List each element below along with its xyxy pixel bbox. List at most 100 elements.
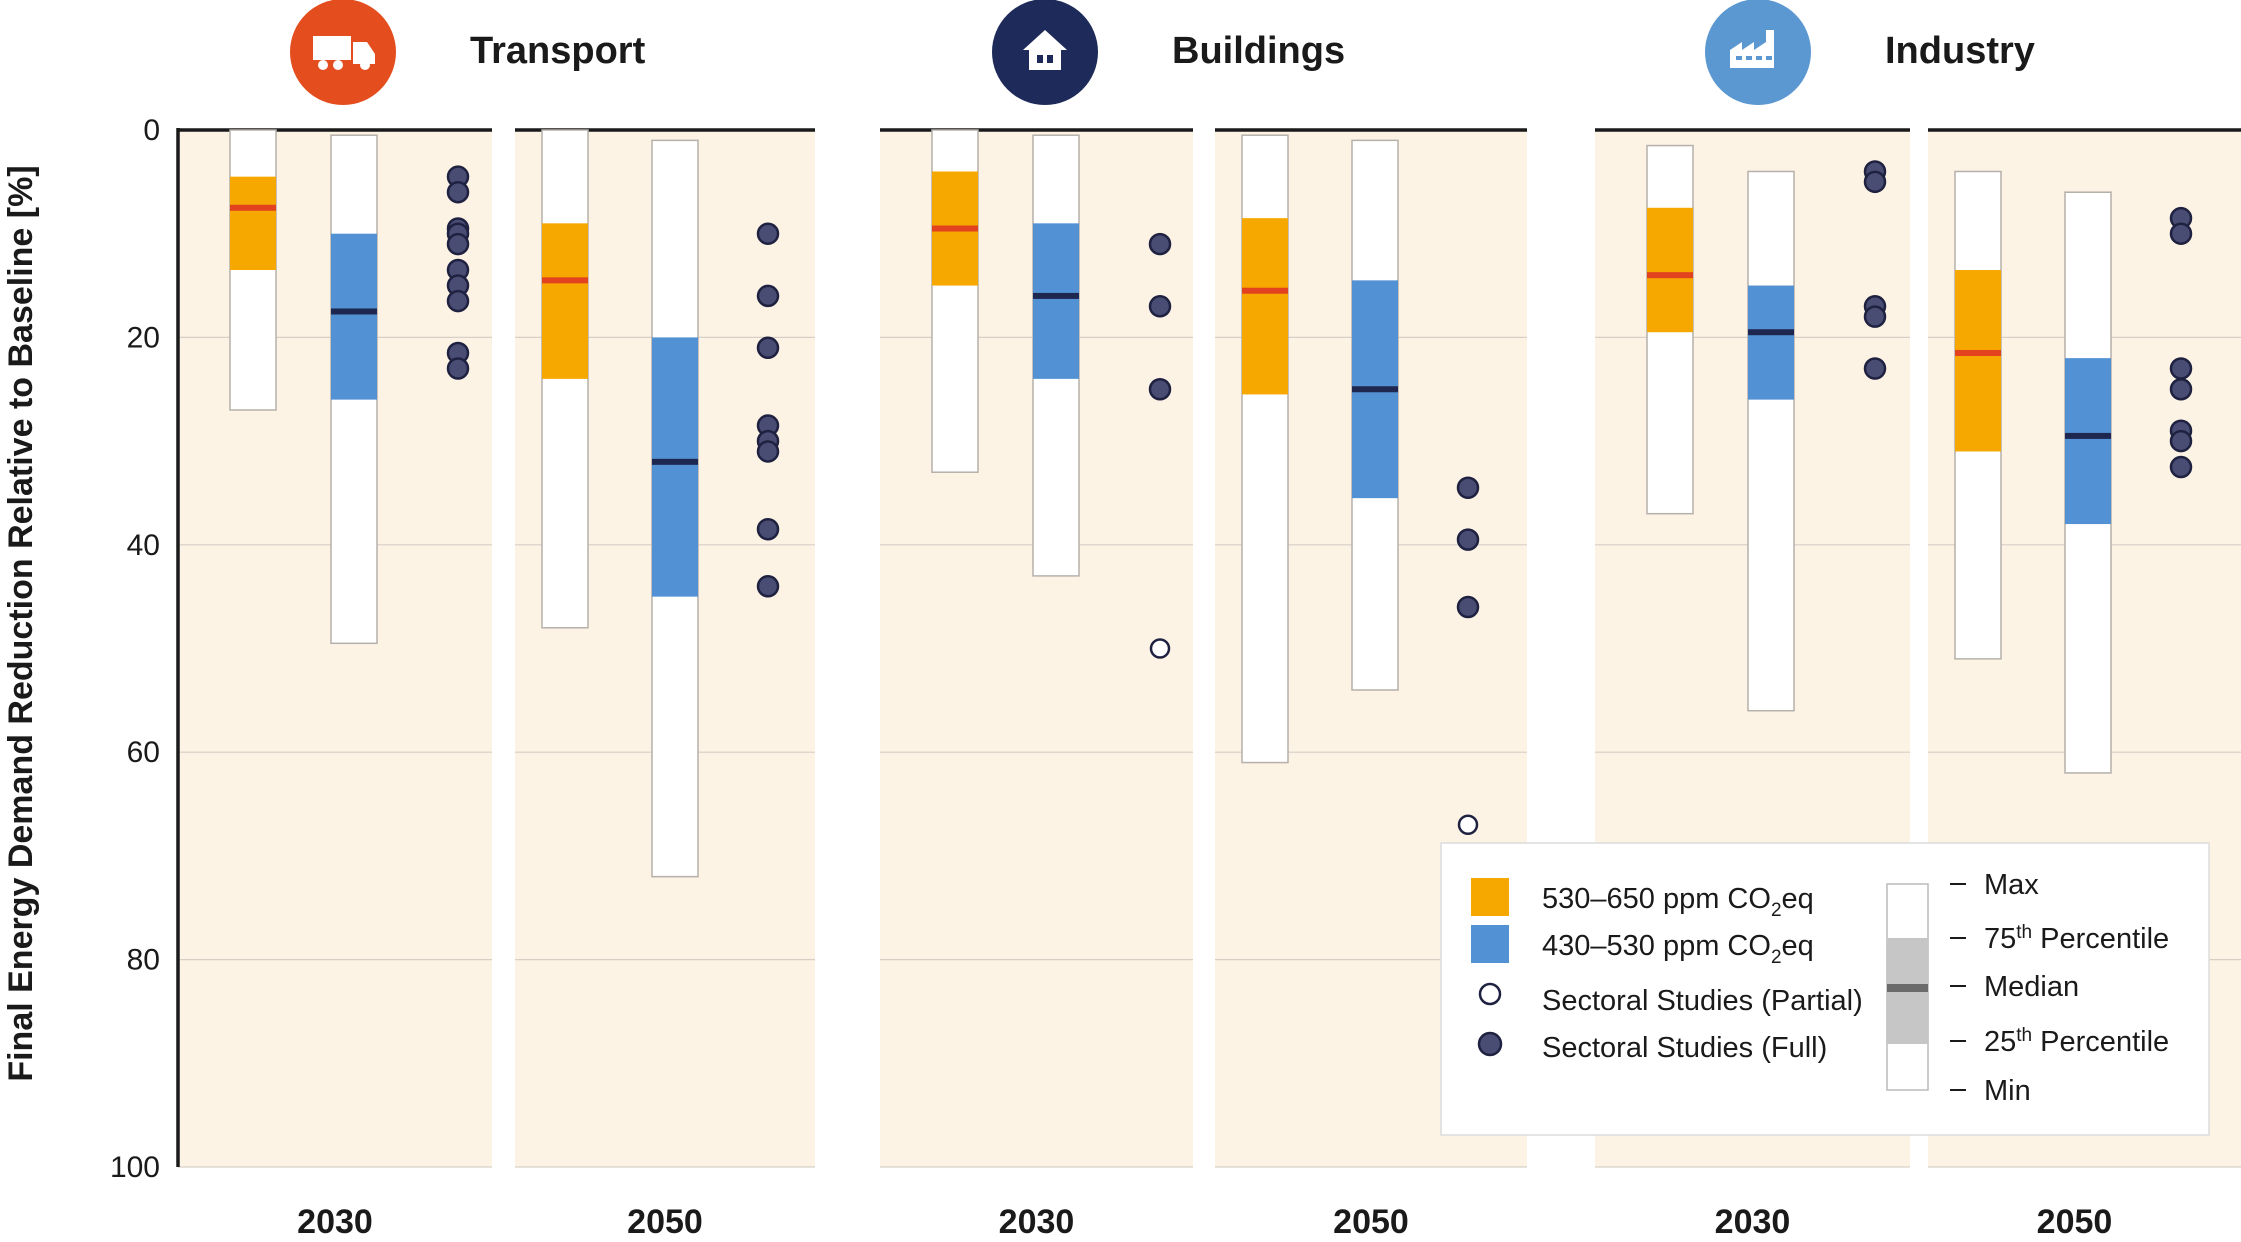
sectoral-full-dot xyxy=(2169,222,2193,245)
transport-header: Transport xyxy=(290,0,646,105)
y-tick-label: 40 xyxy=(127,529,160,562)
sectoral-full-dot xyxy=(1148,378,1172,401)
iqr-box-orange xyxy=(1242,218,1288,395)
sectoral-full-dot xyxy=(1148,295,1172,318)
sectoral-full-dot xyxy=(1456,595,1480,619)
transport-2050-panel: 2050 xyxy=(541,129,780,1241)
sectoral-full-dot xyxy=(756,336,780,360)
legend: 530–650 ppm CO2eq 430–530 ppm CO2eq Sector… xyxy=(1440,842,2210,1136)
house-body xyxy=(1029,48,1061,70)
key-label: Min xyxy=(1984,1075,2031,1107)
factory-window xyxy=(1746,56,1752,60)
key-median-line xyxy=(1887,984,1928,992)
iqr-box-orange xyxy=(230,176,276,270)
y-tick-label: 20 xyxy=(127,321,160,354)
median-line-blue xyxy=(2065,432,2111,439)
key-label: 25th Percentile xyxy=(1984,1025,2169,1058)
industry-2030-panel: 2030 xyxy=(1646,144,1887,1241)
key-label: 75th Percentile xyxy=(1984,922,2169,955)
industry-2050-panel: 2050 xyxy=(1954,170,2193,1241)
sectoral-full-dot xyxy=(446,357,470,380)
sectoral-full-dot xyxy=(2169,378,2193,401)
legend-label: 430–530 ppm CO2eq xyxy=(1542,930,1814,968)
legend-label: 530–650 ppm CO2eq xyxy=(1542,883,1814,921)
median-line-blue xyxy=(1352,386,1398,393)
iqr-box-blue xyxy=(1033,223,1079,379)
house-roof xyxy=(1023,30,1067,50)
iqr-box-orange xyxy=(542,223,588,379)
y-axis-title: Final Energy Demand Reduction Relative t… xyxy=(2,165,40,1081)
sectoral-full-dot xyxy=(756,575,780,598)
house-window xyxy=(1037,55,1043,63)
factory-window xyxy=(1736,56,1742,60)
sectoral-full-dot xyxy=(756,517,780,541)
sector-title: Buildings xyxy=(1172,30,1345,72)
median-line-orange xyxy=(230,204,276,211)
buildings-2030-panel: 2030 xyxy=(931,129,1172,1241)
iqr-box-orange xyxy=(1647,207,1693,333)
y-tick-label: 0 xyxy=(143,114,160,147)
truck-wheel xyxy=(318,60,328,70)
median-line-orange xyxy=(1647,272,1693,279)
sectoral-full-dot xyxy=(2169,429,2193,453)
x-category-label: 2030 xyxy=(1715,1203,1791,1241)
truck-wheel xyxy=(360,60,370,70)
y-tick-label: 60 xyxy=(127,736,160,769)
key-label: Median xyxy=(1984,971,2079,1003)
transport-2030-panel: 2030 xyxy=(229,129,470,1241)
legend-box xyxy=(1440,842,2210,1136)
sector-title: Transport xyxy=(470,30,646,72)
sectoral-full-dot xyxy=(1863,170,1887,194)
x-category-label: 2030 xyxy=(297,1203,373,1241)
legend-open-circle xyxy=(1478,982,1502,1006)
sectoral-full-dot xyxy=(756,222,780,245)
x-category-label: 2050 xyxy=(2037,1203,2113,1241)
iqr-box-blue xyxy=(1748,285,1794,400)
x-category-label: 2050 xyxy=(627,1203,703,1241)
sectoral-partial-dot xyxy=(1149,638,1171,659)
buildings-header: Buildings xyxy=(992,0,1345,105)
x-category-label: 2030 xyxy=(999,1203,1075,1241)
key-label: Max xyxy=(1984,869,2039,901)
iqr-box-blue xyxy=(331,233,377,400)
median-line-orange xyxy=(1242,287,1288,294)
sectoral-full-dot xyxy=(756,284,780,308)
legend-label: Sectoral Studies (Full) xyxy=(1542,1032,1827,1064)
median-line-orange xyxy=(1955,349,2001,356)
sector-title: Industry xyxy=(1885,30,2035,72)
median-line-blue xyxy=(1748,329,1794,336)
truck-cab xyxy=(353,42,375,64)
iqr-box-blue xyxy=(2065,358,2111,525)
iqr-box-orange xyxy=(1955,269,2001,452)
industry-header: Industry xyxy=(1705,0,2035,105)
legend-label: Sectoral Studies (Partial) xyxy=(1542,985,1863,1017)
factory-window xyxy=(1766,56,1772,60)
factory-window xyxy=(1756,56,1762,60)
buildings-2050-panel: 2050 xyxy=(1241,134,1480,1241)
sectoral-full-dot xyxy=(2169,357,2193,380)
median-line-blue xyxy=(1033,292,1079,299)
median-line-orange xyxy=(542,277,588,284)
truck-wheel xyxy=(333,60,343,70)
sectoral-partial-dot xyxy=(1457,814,1479,836)
house-window xyxy=(1047,55,1053,63)
sectoral-full-dot xyxy=(446,180,470,204)
truck-trailer xyxy=(313,36,351,60)
x-category-label: 2050 xyxy=(1333,1203,1409,1241)
median-line-blue xyxy=(331,308,377,315)
median-line-orange xyxy=(932,225,978,232)
legend-swatch xyxy=(1471,878,1509,916)
sectoral-full-dot xyxy=(446,289,470,313)
iqr-box-blue xyxy=(652,337,698,597)
y-tick-label: 80 xyxy=(127,944,160,977)
y-tick-label: 100 xyxy=(110,1151,160,1184)
sectoral-full-dot xyxy=(1863,305,1887,328)
sectoral-full-dot xyxy=(2169,455,2193,479)
legend-filled-circle xyxy=(1477,1031,1503,1057)
sectoral-full-dot xyxy=(756,440,780,463)
sectoral-full-dot xyxy=(1148,232,1172,256)
range-box-blue xyxy=(1747,170,1795,712)
sectoral-full-dot xyxy=(1456,476,1480,500)
median-line-blue xyxy=(652,458,698,465)
